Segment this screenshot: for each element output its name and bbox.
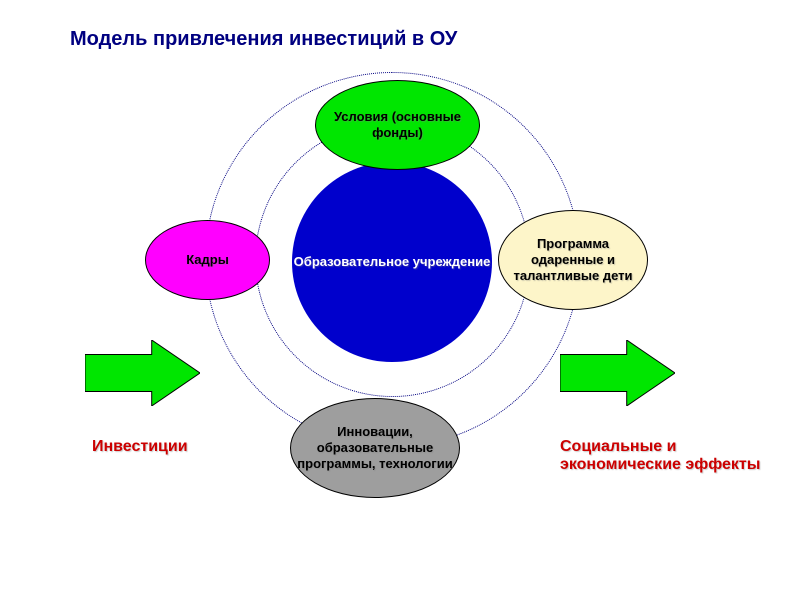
center-node: Образовательное учреждение (292, 162, 492, 362)
satellite-bottom-label: Инновации, образовательные программы, те… (291, 424, 459, 473)
satellite-left-label: Кадры (180, 252, 235, 268)
caption-right: Социальные и экономические эффекты (560, 438, 800, 474)
caption-left: Инвестиции (92, 438, 188, 456)
satellite-left: Кадры (145, 220, 270, 300)
satellite-right: Программа одаренные и талантливые дети (498, 210, 648, 310)
center-node-label: Образовательное учреждение (294, 254, 491, 270)
satellite-top-label: Условия (основные фонды) (316, 109, 479, 142)
satellite-top: Условия (основные фонды) (315, 80, 480, 170)
arrow-left (85, 340, 200, 406)
satellite-bottom: Инновации, образовательные программы, те… (290, 398, 460, 498)
page-title: Модель привлечения инвестиций в ОУ (70, 28, 457, 51)
satellite-right-label: Программа одаренные и талантливые дети (499, 236, 647, 285)
arrow-right (560, 340, 675, 406)
